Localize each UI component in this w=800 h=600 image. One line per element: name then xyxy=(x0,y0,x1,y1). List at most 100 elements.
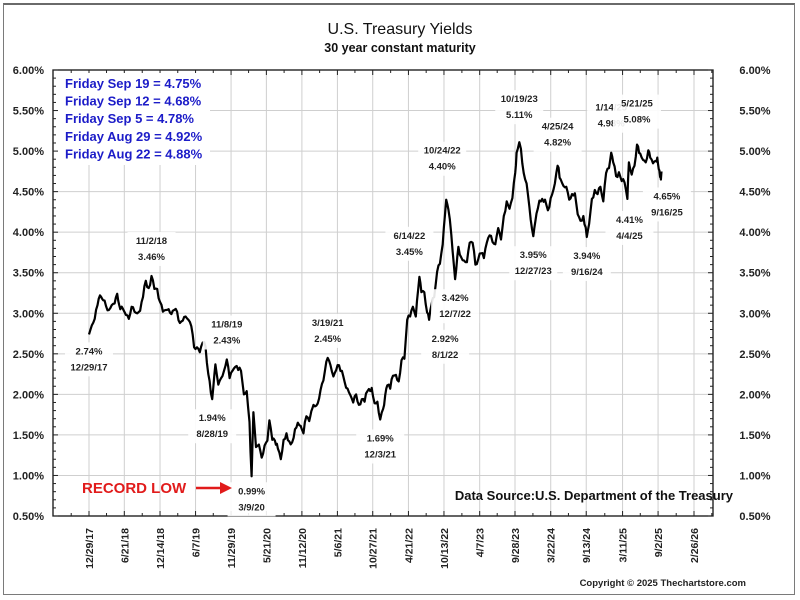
x-tick-label: 5/21/20 xyxy=(261,528,273,563)
legend-entry: Friday Aug 29 = 4.92% xyxy=(65,129,203,144)
annotation-background xyxy=(356,429,405,464)
chart-title: U.S. Treasury Yields xyxy=(328,21,473,38)
y-tick-label-left: 5.50% xyxy=(13,106,44,118)
annotation-value: 5.11% xyxy=(506,110,533,121)
annotation-date: 12/29/17 xyxy=(71,362,108,373)
annotation-date: 10/19/23 xyxy=(501,94,538,105)
annotation-date: 12/3/21 xyxy=(364,450,396,461)
annotation-value: 3.45% xyxy=(396,247,423,258)
annotation-value: 0.99% xyxy=(238,486,265,497)
annotation-value: 4.82% xyxy=(544,138,571,149)
annotation-value: 4.98% xyxy=(598,119,625,130)
annotation-background xyxy=(421,329,470,364)
x-tick-label: 5/6/21 xyxy=(332,528,344,557)
record-low-arrow-head xyxy=(220,482,232,494)
annotation-background xyxy=(418,141,467,176)
x-tick-label: 3/22/24 xyxy=(546,528,558,563)
annotation-background xyxy=(385,226,434,261)
y-tick-label-left: 3.00% xyxy=(13,308,44,320)
annotation-12-3-21: 1.69% 12/3/21 xyxy=(356,429,405,464)
annotation-value: 3.94% xyxy=(573,251,600,262)
plot-area-border xyxy=(52,69,714,517)
series-line-30yr-yield xyxy=(87,141,663,478)
annotation-12-29-17: 2.74% 12/29/17 xyxy=(65,342,113,377)
annotation-8-28-19: 1.94% 8/28/19 xyxy=(188,409,237,444)
y-tick-label-left: 0.50% xyxy=(13,511,44,523)
data-source-note: Data Source:U.S. Department of the Treas… xyxy=(455,488,734,503)
axis-ticks xyxy=(53,69,713,517)
y-tick-label-left: 4.50% xyxy=(13,187,44,199)
annotation-6-14-22: 6/14/22 3.45% xyxy=(385,226,434,261)
annotation-background xyxy=(533,117,582,152)
annotation-value: 5.08% xyxy=(624,115,651,126)
annotation-date: 3/9/20 xyxy=(238,502,264,513)
legend: Friday Sep 19 = 4.75% Friday Sep 12 = 4.6… xyxy=(58,73,210,165)
annotation-date: 3/19/21 xyxy=(312,318,344,329)
annotation-date: 11/2/18 xyxy=(136,236,167,247)
annotation-5-21-25: 5/21/25 5.08% xyxy=(612,94,661,129)
annotation-value: 1.94% xyxy=(199,413,226,424)
y-tick-label-left: 3.50% xyxy=(13,268,44,280)
annotation-11-8-19: 11/8/19 2.43% xyxy=(202,315,251,350)
annotation-background xyxy=(642,187,691,222)
annotation-date: 4/4/25 xyxy=(616,231,643,242)
annotation-value: 4.65% xyxy=(653,191,680,202)
record-low-label: RECORD LOW xyxy=(82,480,187,497)
x-tick-label: 12/14/18 xyxy=(155,528,167,569)
x-tick-label: 11/12/20 xyxy=(297,528,309,568)
x-tick-label: 10/27/21 xyxy=(368,528,380,569)
annotation-date: 12/27/23 xyxy=(515,266,552,277)
x-tick-label: 9/28/23 xyxy=(510,528,522,563)
annotation-8-1-22: 2.92% 8/1/22 xyxy=(421,329,470,364)
annotation-date: 10/24/22 xyxy=(424,146,461,157)
y-tick-label-left: 4.00% xyxy=(13,227,44,239)
y-tick-label-left: 1.50% xyxy=(13,430,44,442)
y-tick-label-right: 3.00% xyxy=(739,308,770,320)
copyright-notice: Copyright © 2025 Thechartstore.com xyxy=(580,578,746,589)
annotation-value: 3.42% xyxy=(442,293,469,304)
annotation-date: 11/8/19 xyxy=(211,319,242,330)
annotation-background xyxy=(303,313,352,348)
y-tick-label-left: 1.00% xyxy=(13,470,44,482)
record-low-callout: RECORD LOW xyxy=(82,480,232,497)
annotation-background xyxy=(509,246,558,281)
x-tick-label: 9/2/25 xyxy=(653,528,665,557)
annotation-date: 8/28/19 xyxy=(196,429,228,440)
y-tick-label-right: 5.50% xyxy=(739,106,770,118)
x-axis-labels: 12/29/17 6/21/18 12/14/18 6/7/19 11/29/19 5/2… xyxy=(84,528,701,569)
y-tick-label-right: 3.50% xyxy=(739,268,770,280)
annotation-3-19-21: 3/19/21 2.45% xyxy=(303,313,352,348)
legend-entry: Friday Aug 22 = 4.88% xyxy=(65,146,203,161)
annotation-value: 4.41% xyxy=(616,215,643,226)
annotation-date: 6/14/22 xyxy=(394,231,426,242)
annotation-12-27-23: 3.95% 12/27/23 xyxy=(509,246,558,281)
y-tick-label-right: 2.00% xyxy=(739,389,770,401)
annotation-date: 9/16/24 xyxy=(571,267,603,278)
x-tick-label: 12/29/17 xyxy=(84,528,96,569)
annotation-background xyxy=(65,342,113,377)
x-tick-label: 4/7/23 xyxy=(475,528,487,557)
y-tick-label-right: 4.50% xyxy=(739,187,770,199)
annotation-value: 4.40% xyxy=(429,162,456,173)
chart-subtitle: 30 year constant maturity xyxy=(324,41,475,55)
annotation-4-25-24: 4/25/24 4.82% xyxy=(533,117,582,152)
annotation-value: 3.46% xyxy=(138,252,165,263)
annotation-background xyxy=(612,94,661,129)
x-tick-label: 3/11/25 xyxy=(618,528,630,563)
annotation-background xyxy=(188,409,237,444)
annotation-10-19-23: 10/19/23 5.11% xyxy=(495,90,544,125)
annotation-10-24-22: 10/24/22 4.40% xyxy=(418,141,467,176)
x-tick-label: 9/13/24 xyxy=(581,528,593,563)
y-tick-label-left: 5.00% xyxy=(13,146,44,158)
x-tick-label: 4/21/22 xyxy=(403,528,415,563)
x-tick-label: 11/29/19 xyxy=(226,528,238,568)
annotation-value: 2.45% xyxy=(314,334,341,345)
annotation-value: 3.95% xyxy=(520,250,547,261)
y-tick-label-right: 1.50% xyxy=(739,430,770,442)
annotation-12-7-22: 3.42% 12/7/22 xyxy=(431,289,480,324)
y-tick-label-right: 6.00% xyxy=(739,65,770,77)
annotation-value: 2.92% xyxy=(432,334,459,345)
annotation-date: 5/21/25 xyxy=(621,99,653,110)
annotation-background xyxy=(227,482,276,517)
y-tick-label-left: 2.00% xyxy=(13,389,44,401)
